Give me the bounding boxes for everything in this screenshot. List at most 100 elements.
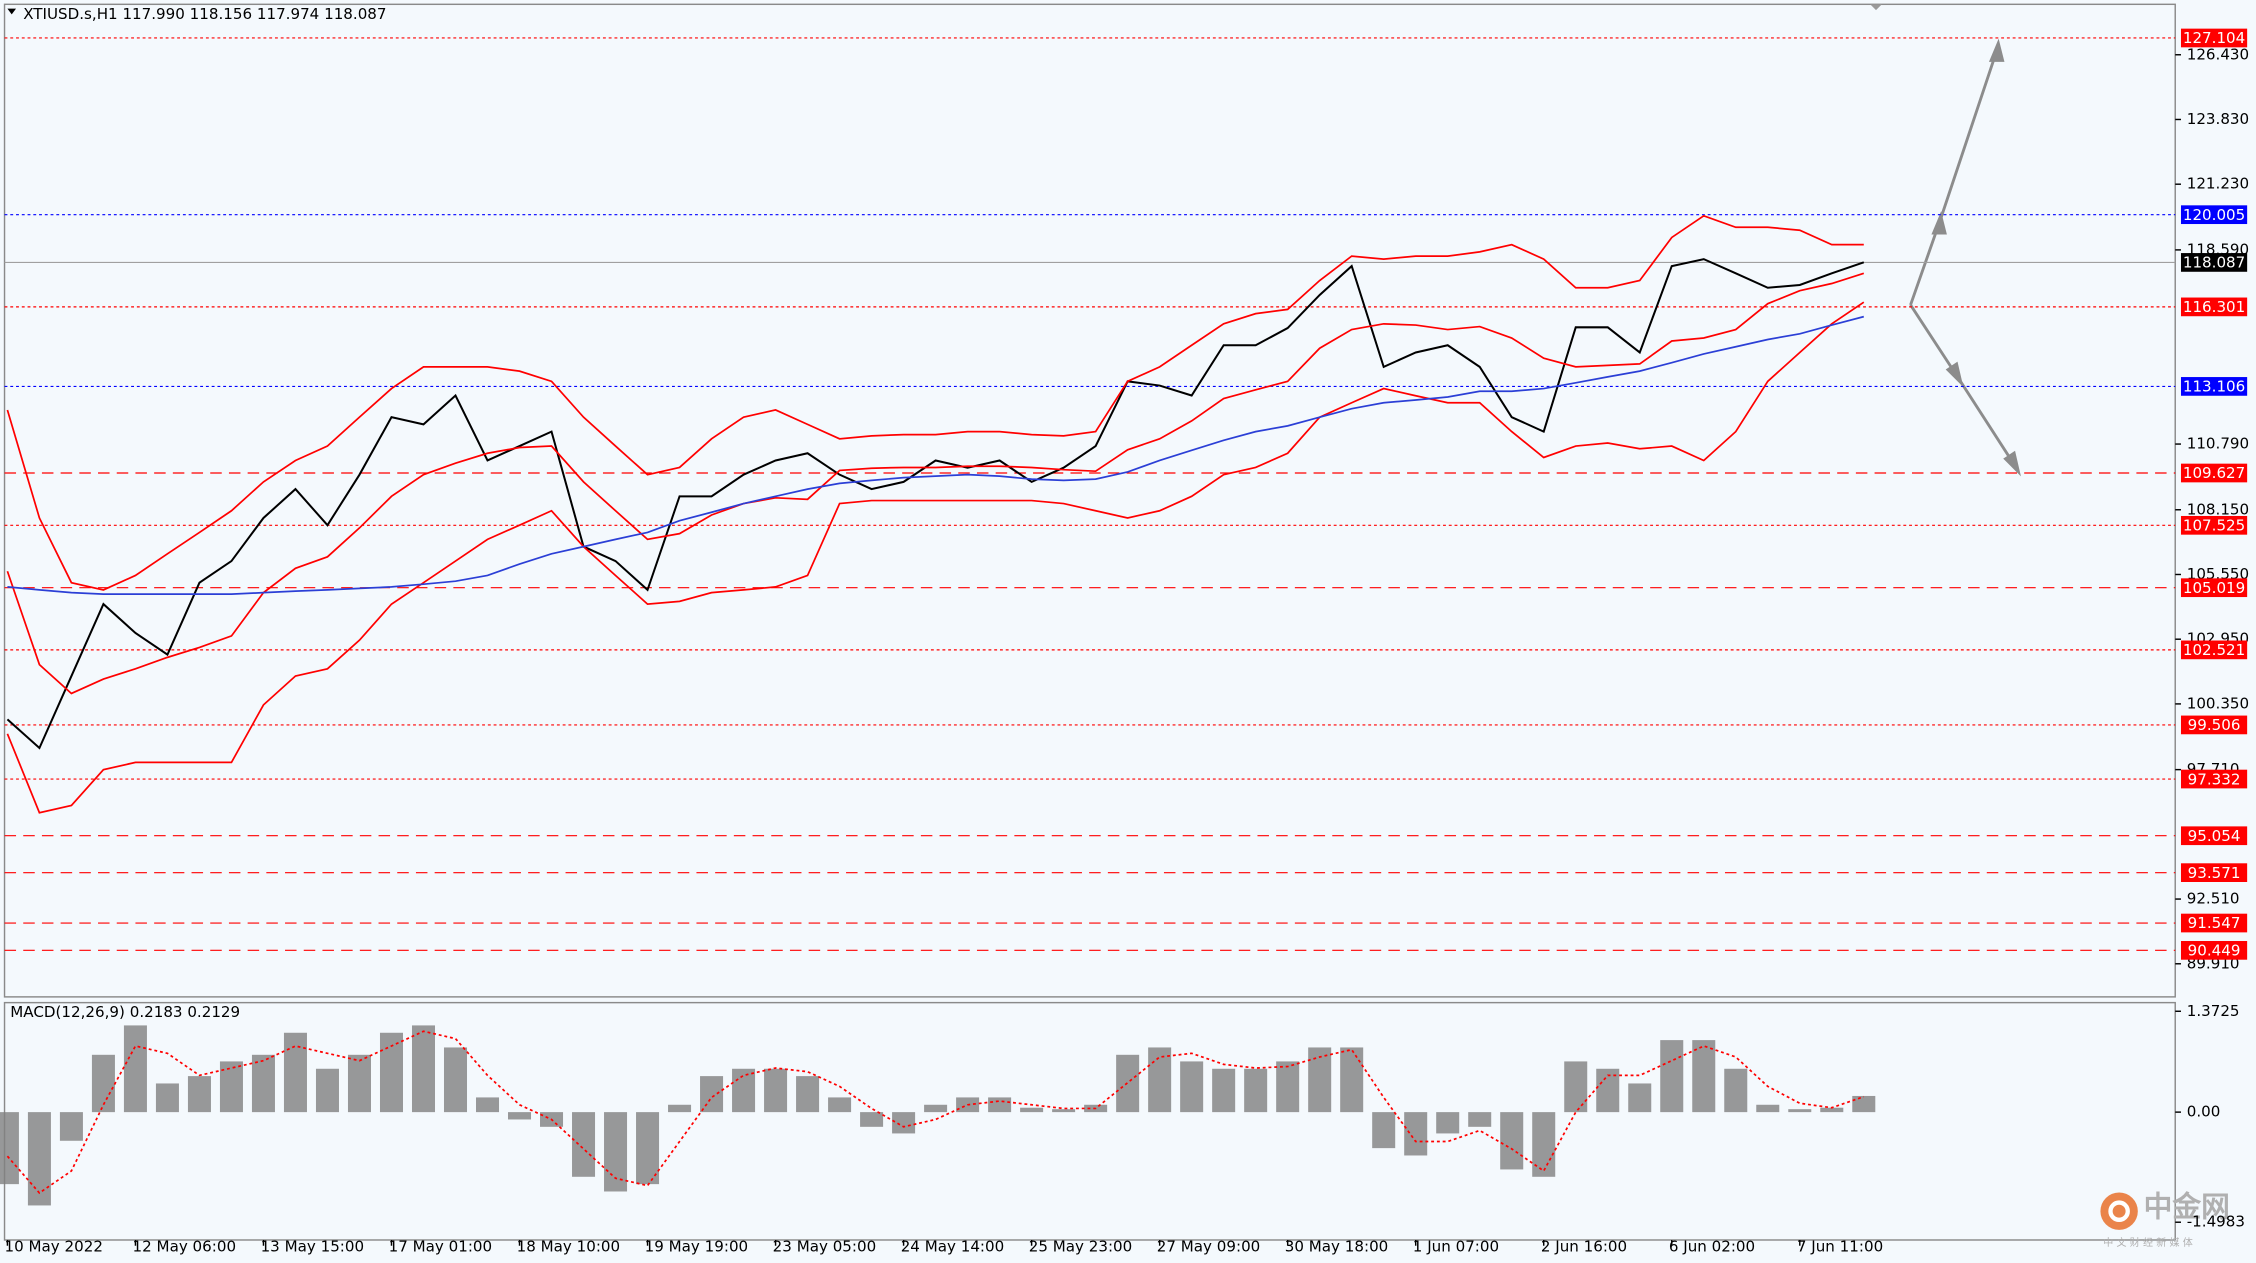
level-label: 109.627 xyxy=(2183,464,2245,482)
macd-bar xyxy=(732,1068,756,1113)
level-box xyxy=(2180,253,2248,272)
macd-bar xyxy=(860,1112,884,1127)
watermark-tagline: 中 文 财 经 新 媒 体 xyxy=(2103,1236,2193,1249)
macd-bar xyxy=(1788,1109,1812,1113)
macd-bar xyxy=(1404,1112,1428,1156)
level-box xyxy=(2180,205,2248,225)
x-tick-label: 7 Jun 11:00 xyxy=(1797,1238,1883,1256)
macd-bar xyxy=(1212,1068,1236,1113)
level-box xyxy=(2180,826,2248,846)
arrowhead xyxy=(2003,450,2021,477)
macd-bar xyxy=(443,1047,468,1113)
macd-bar xyxy=(1276,1061,1300,1113)
watermark-logo-mark xyxy=(2108,1200,2130,1223)
macd-bar xyxy=(572,1112,596,1177)
level-label: 116.301 xyxy=(2183,298,2245,316)
watermark-name: 中金网 xyxy=(2144,1189,2230,1223)
y-tick-label: 92.510 xyxy=(2187,890,2240,908)
level-box xyxy=(2180,941,2248,960)
arrowhead xyxy=(1988,38,2005,62)
macd-bar xyxy=(1660,1040,1684,1113)
macd-bar xyxy=(283,1032,307,1113)
macd-bar xyxy=(1500,1112,1524,1170)
x-tick-label: 12 May 06:00 xyxy=(133,1238,237,1256)
level-label: 91.547 xyxy=(2188,914,2241,932)
x-tick-label: 25 May 23:00 xyxy=(1029,1238,1133,1256)
macd-bar xyxy=(1820,1107,1844,1113)
shift-marker xyxy=(1870,4,1882,11)
indicator-line xyxy=(6,214,1864,591)
macd-bar xyxy=(476,1097,500,1113)
chart-title: XTIUSD.s,H1 117.990 118.156 117.974 118.… xyxy=(23,5,386,23)
macd-bar xyxy=(1692,1040,1716,1113)
level-box xyxy=(2180,28,2248,48)
level-label: 90.449 xyxy=(2188,942,2241,960)
y-tick-label: 110.790 xyxy=(2187,435,2249,453)
x-tick-label: 30 May 18:00 xyxy=(1285,1238,1389,1256)
indicator-line xyxy=(6,301,1865,814)
macd-bar xyxy=(1244,1068,1268,1113)
x-tick-label: 10 May 2022 xyxy=(5,1238,103,1256)
macd-bar xyxy=(91,1054,115,1113)
macd-bar xyxy=(796,1076,820,1113)
level-box xyxy=(2180,715,2248,735)
indicator-line xyxy=(7,315,1865,596)
macd-bar xyxy=(828,1097,852,1113)
menu-triangle xyxy=(7,8,17,15)
level-label: 118.087 xyxy=(2183,254,2245,272)
macd-bar xyxy=(1148,1047,1172,1113)
macd-bar xyxy=(764,1068,788,1113)
signal-line xyxy=(6,1030,1865,1195)
watermark-logo xyxy=(2100,1192,2138,1230)
macd-bar xyxy=(1596,1068,1620,1113)
macd-bar xyxy=(1564,1061,1588,1113)
macd-bar xyxy=(1852,1095,1876,1113)
level-box xyxy=(2180,377,2248,396)
macd-bar xyxy=(1436,1112,1460,1134)
level-label: 127.104 xyxy=(2183,29,2245,47)
macd-bar xyxy=(700,1076,724,1113)
macd-bar xyxy=(1340,1047,1364,1113)
macd-bar xyxy=(315,1068,339,1113)
x-tick-label: 17 May 01:00 xyxy=(389,1238,493,1256)
y-tick-label: 0.00 xyxy=(2187,1103,2221,1121)
x-tick-label: 19 May 19:00 xyxy=(645,1238,749,1256)
macd-bar xyxy=(187,1076,211,1113)
level-box xyxy=(2180,913,2248,933)
macd-bar xyxy=(411,1025,436,1113)
macd-bar xyxy=(988,1097,1012,1113)
level-label: 97.332 xyxy=(2188,770,2241,788)
level-box xyxy=(2180,863,2248,882)
macd-bar xyxy=(636,1112,660,1185)
macd-bar xyxy=(1372,1112,1396,1149)
macd-bar xyxy=(668,1104,692,1113)
macd-bar xyxy=(251,1054,275,1113)
macd-bar xyxy=(379,1032,403,1113)
x-tick-label: 27 May 09:00 xyxy=(1157,1238,1261,1256)
macd-bar xyxy=(508,1112,532,1120)
y-tick-label: 121.230 xyxy=(2187,175,2249,193)
x-tick-label: 2 Jun 16:00 xyxy=(1541,1238,1627,1256)
macd-bar xyxy=(155,1083,179,1113)
macd-title: MACD(12,26,9) 0.2183 0.2129 xyxy=(10,1003,240,1021)
level-label: 95.054 xyxy=(2188,827,2241,845)
price-pane-frame xyxy=(3,3,2176,998)
macd-bar xyxy=(123,1025,147,1113)
level-box xyxy=(2180,297,2248,317)
macd-bar xyxy=(1724,1068,1748,1113)
macd-bar xyxy=(892,1112,916,1134)
macd-bar xyxy=(1180,1061,1204,1113)
y-tick-label: 1.3725 xyxy=(2187,1002,2240,1020)
x-tick-label: 13 May 15:00 xyxy=(261,1238,365,1256)
macd-bar xyxy=(1628,1083,1652,1113)
macd-bar xyxy=(1468,1112,1492,1127)
forecast-arrows xyxy=(1909,38,2021,477)
macd-bar xyxy=(924,1104,948,1113)
level-label: 120.005 xyxy=(2183,206,2245,224)
watermark: 中金网 中 文 财 经 新 媒 体 xyxy=(2100,1189,2230,1249)
indicator-line xyxy=(6,272,1865,695)
level-box xyxy=(2180,578,2248,598)
macd-bar xyxy=(347,1054,371,1113)
